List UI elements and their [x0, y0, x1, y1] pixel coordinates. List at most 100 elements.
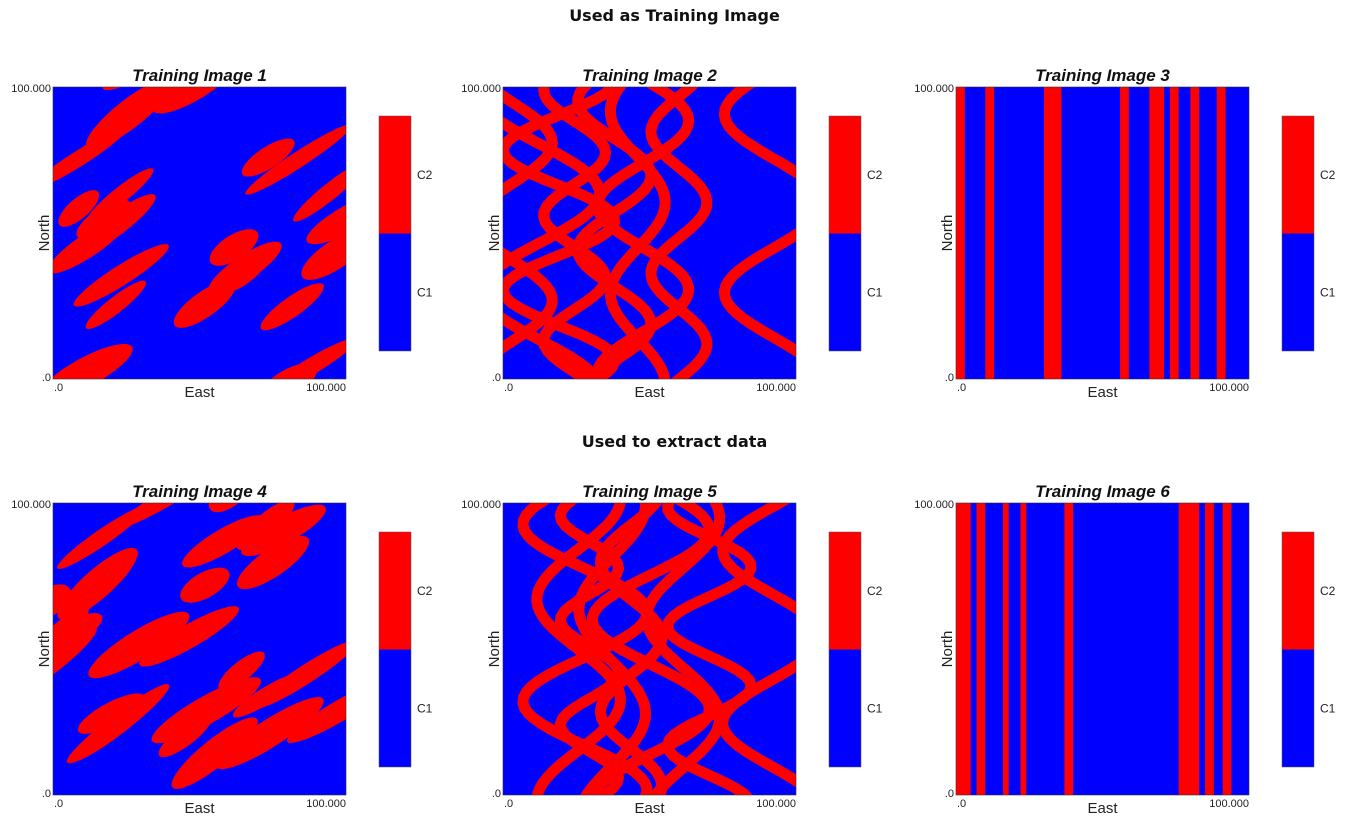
- c2-ellipse: [259, 363, 317, 379]
- legend-swatch-c2: [829, 116, 861, 234]
- legend-label-c2: C2: [417, 584, 433, 598]
- c2-channel: [604, 87, 671, 379]
- facies-map: [517, 503, 796, 795]
- facies-map: [53, 503, 346, 789]
- c2-ellipse: [77, 693, 145, 734]
- c2-ellipse: [73, 194, 156, 258]
- c2-ellipse: [182, 515, 265, 568]
- c2-ellipse: [218, 651, 265, 691]
- y-tick-label-max: 100.000: [461, 499, 501, 511]
- y-axis-label: North: [486, 631, 503, 668]
- y-tick-label-min: .0: [42, 372, 51, 384]
- facies-map: [956, 503, 1232, 795]
- c2-ellipse: [180, 567, 230, 603]
- plot-frame: [955, 502, 1250, 796]
- legend-swatch-c1: [379, 233, 411, 351]
- c2-ellipse: [236, 535, 310, 590]
- facies-map: [53, 87, 346, 379]
- c2-stripe: [1043, 87, 1062, 379]
- c2-ellipse: [139, 606, 240, 667]
- c2-stripe: [1178, 503, 1200, 795]
- x-tick-label-min: .0: [54, 798, 63, 810]
- c2-stripe: [956, 87, 965, 379]
- y-tick-label-min: .0: [492, 788, 501, 800]
- c2-stripe: [985, 87, 995, 379]
- c2-channel: [718, 87, 796, 358]
- facies-map: [503, 87, 796, 379]
- c2-ellipse: [158, 715, 212, 758]
- c2-stripe: [956, 503, 971, 795]
- c2-ellipse: [209, 229, 259, 266]
- legend-frame: [828, 531, 862, 768]
- facies-background-c1: [956, 87, 1249, 379]
- c2-ellipse: [260, 283, 324, 331]
- c2-stripe: [1205, 503, 1214, 795]
- c2-ellipse: [53, 626, 97, 706]
- legend-label-c2: C2: [417, 168, 433, 182]
- c2-ellipse: [254, 640, 346, 709]
- y-tick-label-max: 100.000: [11, 83, 51, 95]
- plot-frame: [52, 86, 347, 380]
- y-tick-label-max: 100.000: [11, 499, 51, 511]
- c2-ellipse: [245, 124, 346, 195]
- y-tick-label-max: 100.000: [914, 83, 954, 95]
- x-tick-label-max: 100.000: [306, 382, 346, 394]
- c2-channel: [503, 89, 558, 355]
- x-axis-label: East: [634, 384, 665, 401]
- c2-stripe: [1120, 87, 1129, 379]
- legend-swatch-c2: [1282, 532, 1314, 650]
- chart-panel-2: Training Image 2 100.000 .0.0 100.000 East No…: [461, 66, 882, 401]
- c2-stripe: [1002, 503, 1009, 795]
- y-tick-label-min: .0: [492, 372, 501, 384]
- c2-ellipse: [66, 689, 164, 764]
- legend-swatch-c2: [1282, 116, 1314, 234]
- legend-label-c1: C1: [867, 701, 883, 715]
- x-axis-label: East: [1087, 800, 1118, 817]
- legend-swatch-c1: [1282, 649, 1314, 767]
- section-title-top: Used as Training Image: [569, 6, 780, 25]
- section-title-bottom: Used to extract data: [581, 432, 768, 451]
- x-axis-label: East: [184, 800, 215, 817]
- x-tick-label-max: 100.000: [1209, 382, 1249, 394]
- c2-ellipse: [151, 677, 262, 744]
- facies-map: [956, 87, 1226, 379]
- x-axis-label: East: [634, 800, 665, 817]
- legend-swatch-c1: [379, 649, 411, 767]
- y-tick-label-max: 100.000: [461, 83, 501, 95]
- c2-ellipse: [222, 249, 271, 293]
- c2-ellipse: [241, 138, 295, 177]
- x-tick-label-min: .0: [504, 382, 513, 394]
- legend-label-c1: C1: [867, 285, 883, 299]
- chart-title: Training Image 6: [1035, 482, 1170, 501]
- y-axis-label: North: [36, 631, 53, 668]
- legend-label-c2: C2: [867, 168, 883, 182]
- c2-ellipse: [173, 280, 236, 328]
- chart-panel-5: Training Image 5 100.000 .0.0 100.000 East No…: [461, 482, 882, 817]
- c2-ellipse: [287, 679, 346, 743]
- y-axis-label: North: [36, 215, 53, 252]
- legend-swatch-c2: [379, 116, 411, 234]
- x-tick-label-min: .0: [504, 798, 513, 810]
- c2-channel: [503, 116, 606, 379]
- y-tick-label-min: .0: [945, 788, 954, 800]
- legend-frame: [1281, 115, 1315, 352]
- legend-label-c1: C1: [417, 285, 433, 299]
- x-tick-label-min: .0: [957, 798, 966, 810]
- chart-panel-4: Training Image 4 100.000 .0.0 100.000 East No…: [11, 482, 432, 817]
- c2-ellipse: [88, 611, 190, 679]
- c2-ellipse: [58, 190, 100, 227]
- c2-stripe: [1020, 503, 1027, 795]
- c2-ellipse: [57, 547, 138, 621]
- c2-ellipse: [293, 162, 346, 222]
- legend-swatch-c1: [1282, 233, 1314, 351]
- c2-ellipse: [306, 188, 346, 245]
- legend-frame: [828, 115, 862, 352]
- c2-stripe: [1149, 87, 1165, 379]
- c2-ellipse: [85, 280, 147, 330]
- x-axis-label: East: [184, 384, 215, 401]
- legend-frame: [1281, 531, 1315, 768]
- c2-stripe: [1190, 87, 1200, 379]
- c2-stripe: [1216, 87, 1226, 379]
- c2-ellipse: [301, 230, 346, 280]
- chart-panel-1: Training Image 1 100.000 .0.0 100.000 East No…: [11, 66, 432, 401]
